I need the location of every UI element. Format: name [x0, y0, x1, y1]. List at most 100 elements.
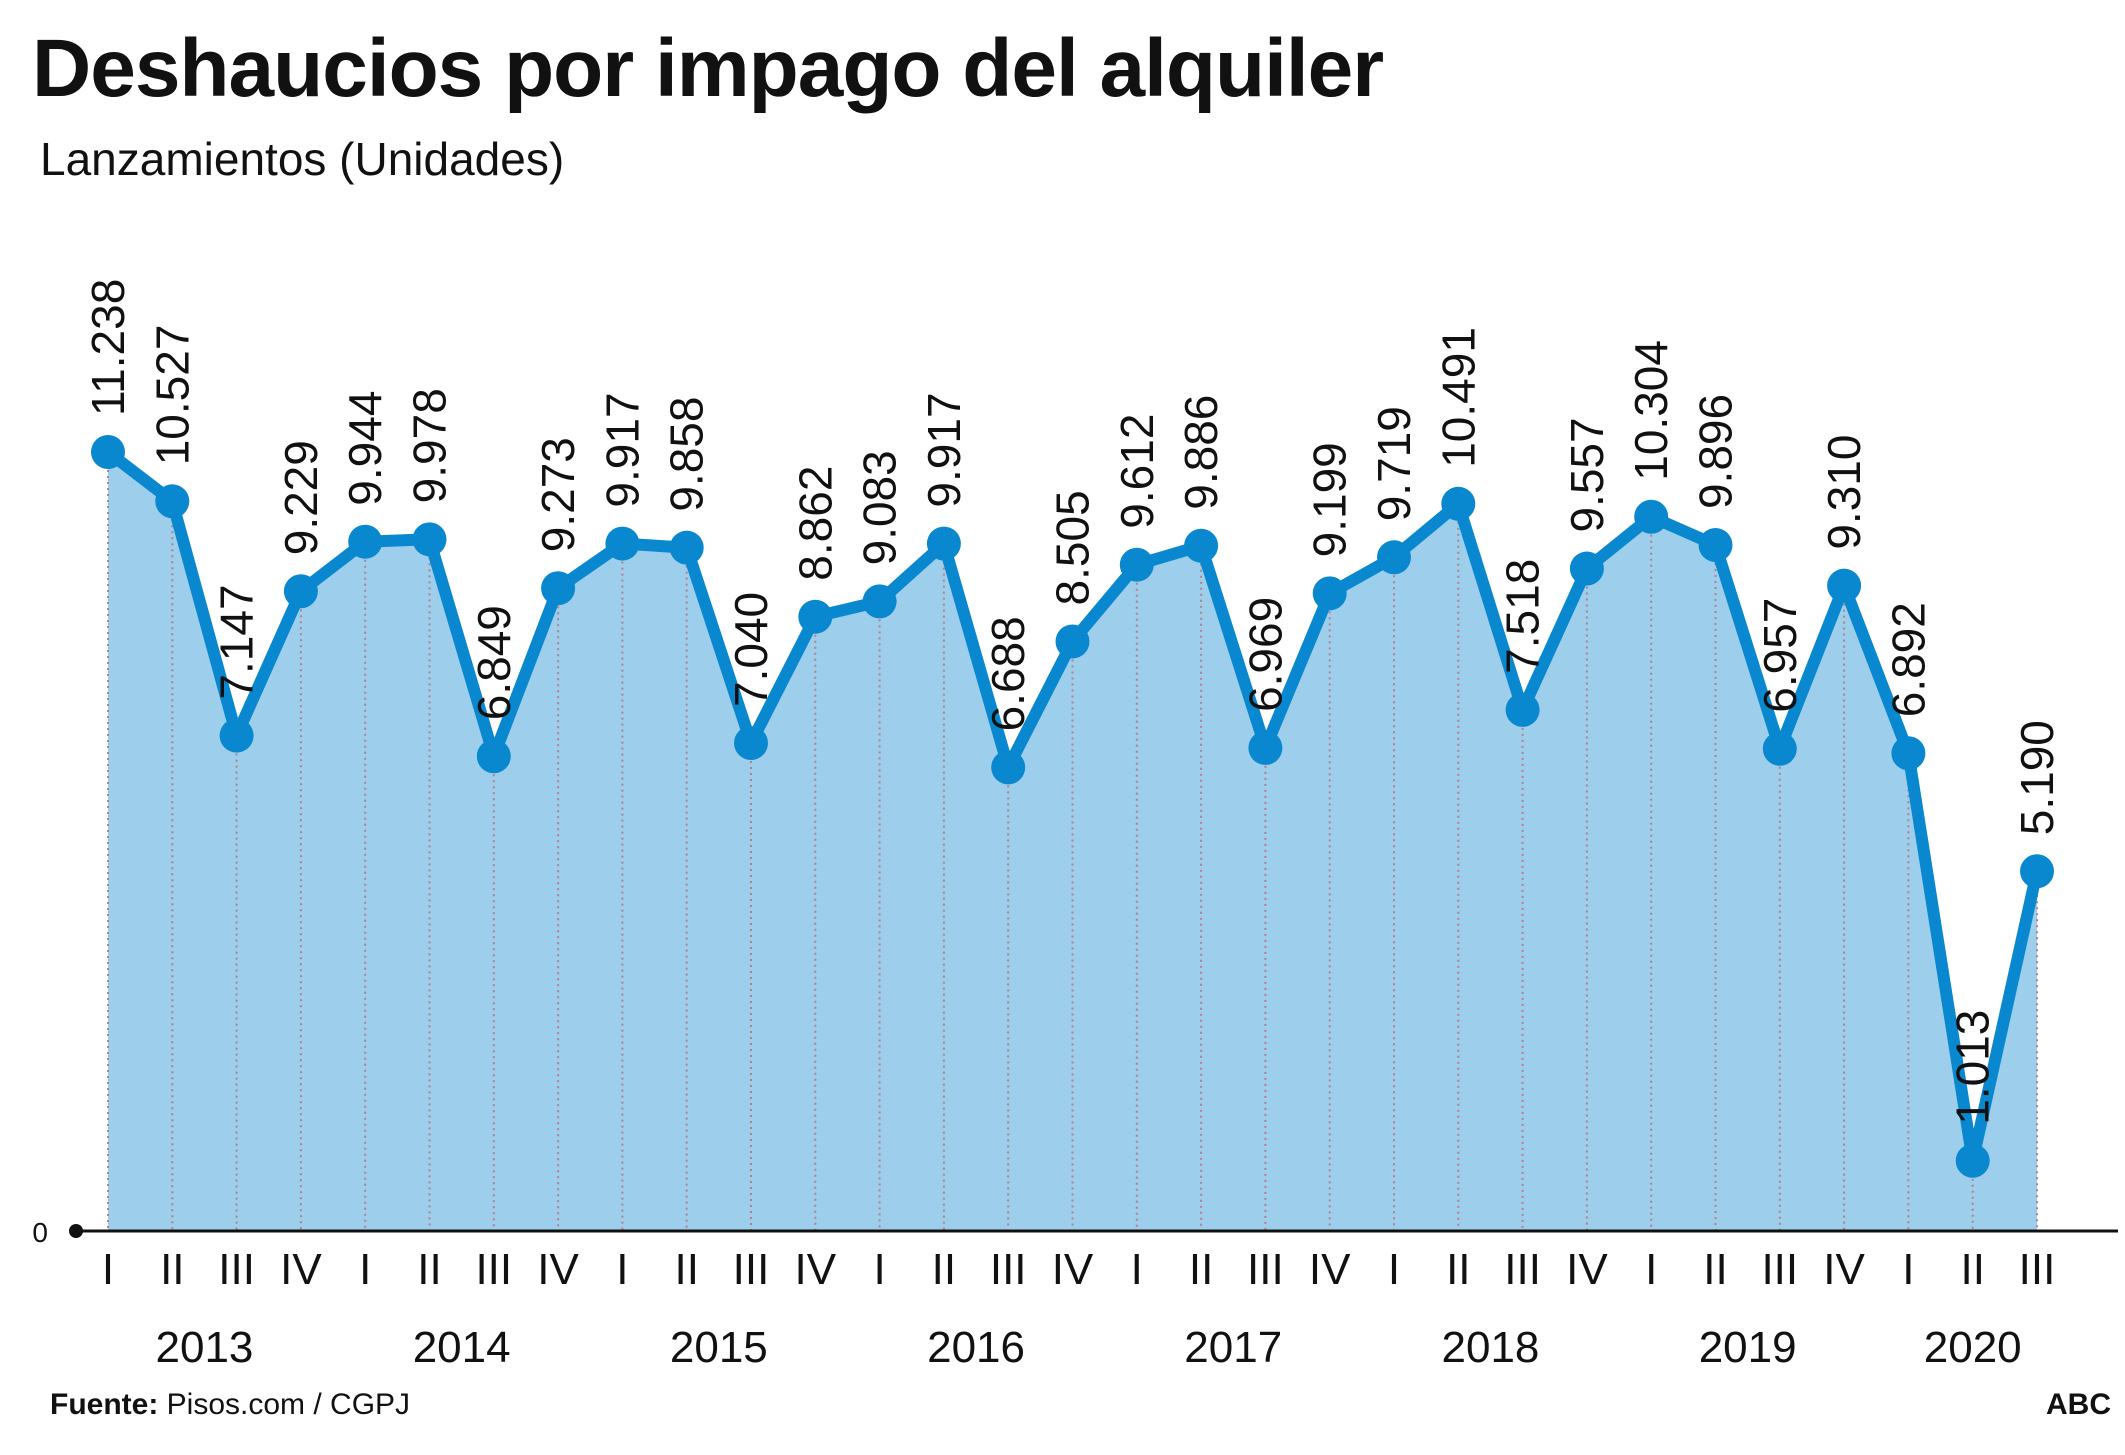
data-point [862, 584, 897, 619]
x-tick-label: II [160, 1245, 184, 1294]
x-tick-label: I [1388, 1245, 1400, 1294]
data-label: 7.518 [1497, 559, 1549, 674]
x-tick-label: II [1446, 1245, 1470, 1294]
year-label: 2015 [670, 1323, 768, 1372]
data-point [991, 750, 1026, 785]
data-label: 7.040 [725, 592, 777, 707]
data-point [348, 524, 383, 559]
data-point [283, 574, 318, 609]
data-point [1505, 692, 1540, 727]
x-tick-label: III [1761, 1245, 1798, 1294]
data-label: 9.612 [1111, 414, 1163, 529]
x-tick-label: II [932, 1245, 956, 1294]
data-point [219, 718, 254, 753]
data-point [1441, 486, 1476, 521]
x-tick-label: I [1645, 1245, 1657, 1294]
data-point [541, 571, 576, 606]
x-tick-label: III [475, 1245, 512, 1294]
data-point [1569, 551, 1604, 586]
y-tick-label: 0 [32, 1217, 48, 1248]
data-point [1377, 540, 1411, 575]
data-label: 11.238 [82, 279, 134, 416]
data-point [91, 435, 125, 469]
year-label: 2013 [156, 1323, 254, 1372]
data-point [605, 526, 640, 561]
data-label: 8.505 [1047, 490, 1099, 605]
source-text: Pisos.com / CGPJ [158, 1388, 411, 1421]
chart-subtitle: Lanzamientos (Unidades) [40, 133, 565, 185]
x-tick-label: IV [1823, 1245, 1865, 1294]
data-label: 6.957 [1754, 598, 1806, 713]
year-label: 2019 [1699, 1323, 1797, 1372]
data-point [926, 526, 961, 561]
x-tick-label: II [1189, 1245, 1213, 1294]
data-point [1248, 730, 1283, 765]
data-point [1119, 547, 1154, 582]
data-label: 10.491 [1432, 327, 1484, 468]
data-point [155, 484, 190, 519]
data-label: 7.147 [211, 584, 263, 699]
data-point [412, 522, 447, 557]
data-point [1312, 576, 1347, 611]
x-tick-label: IV [537, 1245, 579, 1294]
data-point [1634, 499, 1669, 534]
data-label: 9.858 [661, 397, 713, 512]
data-label: 9.917 [918, 392, 970, 507]
x-tick-label: IV [1309, 1245, 1351, 1294]
x-tick-label: II [417, 1245, 441, 1294]
data-label: 9.557 [1561, 417, 1613, 532]
year-label: 2018 [1442, 1323, 1540, 1372]
data-label: 9.896 [1690, 394, 1742, 509]
x-tick-label: III [733, 1245, 770, 1294]
data-label: 9.229 [275, 440, 327, 555]
data-label: 10.304 [1625, 340, 1677, 481]
brand-logo: ABC [2046, 1388, 2111, 1421]
data-label: 6.892 [1882, 602, 1934, 717]
axis-origin-dot [69, 1224, 83, 1238]
data-label: 9.944 [339, 391, 391, 506]
data-point [1184, 528, 1219, 563]
data-point [669, 530, 704, 565]
x-tick-label: II [674, 1245, 698, 1294]
x-tick-label: IV [1566, 1245, 1608, 1294]
data-label: 9.310 [1818, 435, 1870, 550]
data-label: 10.527 [146, 325, 198, 466]
x-tick-label: I [1131, 1245, 1143, 1294]
year-label: 2016 [927, 1323, 1025, 1372]
year-label: 2017 [1184, 1323, 1282, 1372]
data-point [1891, 736, 1926, 771]
data-point [1955, 1143, 1990, 1178]
source-label: Fuente: [50, 1388, 159, 1421]
data-label: 9.917 [596, 392, 648, 507]
x-tick-label: III [2019, 1245, 2056, 1294]
data-label: 9.978 [404, 388, 456, 503]
data-point [476, 739, 511, 774]
x-tick-label: II [1960, 1245, 1984, 1294]
data-label: 5.190 [2011, 720, 2063, 835]
year-label: 2020 [1924, 1323, 2022, 1372]
data-label: 9.719 [1368, 406, 1420, 521]
source-note: Fuente: Pisos.com / CGPJ [50, 1388, 410, 1422]
data-label: 9.083 [854, 450, 906, 565]
data-label: 1.013 [1947, 1010, 1999, 1125]
data-point [1055, 624, 1090, 659]
data-point [1698, 528, 1733, 563]
x-tick-label: IV [280, 1245, 322, 1294]
x-tick-label: III [218, 1245, 255, 1294]
x-tick-label: III [1504, 1245, 1541, 1294]
x-tick-label: IV [1052, 1245, 1094, 1294]
data-label: 6.849 [468, 605, 520, 720]
data-label: 6.969 [1239, 597, 1291, 712]
data-label: 6.688 [982, 616, 1034, 731]
data-point [734, 725, 768, 760]
x-tick-label: I [102, 1245, 114, 1294]
data-point [1762, 731, 1797, 766]
data-point [798, 599, 833, 634]
x-tick-label: I [873, 1245, 885, 1294]
x-tick-label: IV [795, 1245, 837, 1294]
data-point [2020, 854, 2054, 889]
data-label: 8.862 [789, 466, 841, 581]
x-tick-label: III [990, 1245, 1027, 1294]
x-tick-label: II [1703, 1245, 1727, 1294]
